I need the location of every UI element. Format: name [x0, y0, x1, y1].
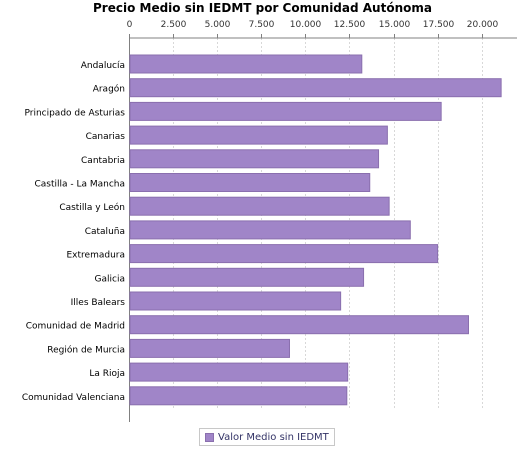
x-tick-label: 15.000 [379, 20, 411, 30]
bar [129, 244, 439, 264]
category-label: Castilla - La Mancha [34, 180, 125, 190]
category-label: Cantabria [81, 156, 125, 166]
bar [129, 362, 349, 382]
x-tick-label: 7.500 [249, 20, 275, 30]
category-label: Galicia [95, 274, 125, 284]
bar [129, 78, 502, 98]
category-label: La Rioja [89, 369, 125, 379]
bar [129, 386, 348, 406]
category-label: Castilla y León [59, 202, 125, 213]
category-label: Extremadura [67, 251, 126, 261]
category-label: Andalucía [81, 61, 125, 71]
x-tick-label: 10.000 [290, 20, 322, 30]
chart-title: Precio Medio sin IEDMT por Comunidad Aut… [93, 1, 432, 15]
bar [129, 125, 388, 145]
bar [129, 338, 290, 358]
bar [129, 173, 371, 192]
category-label: Región de Murcia [47, 344, 125, 355]
legend: Valor Medio sin IEDMT [199, 428, 335, 446]
legend-swatch [205, 432, 214, 442]
bar [129, 291, 342, 311]
bar [129, 267, 365, 287]
x-tick-label: 0 [127, 20, 133, 30]
x-tick-label: 20.000 [467, 20, 499, 30]
x-tick-label: 12.500 [334, 20, 366, 30]
category-label: Canarias [86, 132, 126, 142]
category-label: Cataluña [85, 227, 125, 237]
bars [129, 54, 502, 406]
x-tick-label: 17.500 [423, 20, 455, 30]
bar [129, 54, 363, 74]
x-tick-label: 5.000 [205, 20, 231, 30]
x-tick-label: 2.500 [161, 20, 187, 30]
bar [129, 196, 390, 216]
bar [129, 315, 469, 335]
category-labels: Andalucía Aragón Principado de Asturias Can… [22, 61, 125, 403]
category-label: Comunidad Valenciana [22, 393, 125, 403]
bar [129, 101, 442, 121]
x-axis-ticks: 0 2.500 5.000 7.500 10.000 12.500 15.000 17.500… [127, 20, 499, 38]
category-label: Illes Balears [71, 298, 126, 308]
bar [129, 149, 380, 169]
category-label: Comunidad de Madrid [26, 322, 125, 332]
category-label: Principado de Asturias [24, 108, 125, 118]
legend-label: Valor Medio sin IEDMT [218, 431, 329, 443]
bar [129, 220, 411, 240]
category-label: Aragón [93, 84, 125, 95]
